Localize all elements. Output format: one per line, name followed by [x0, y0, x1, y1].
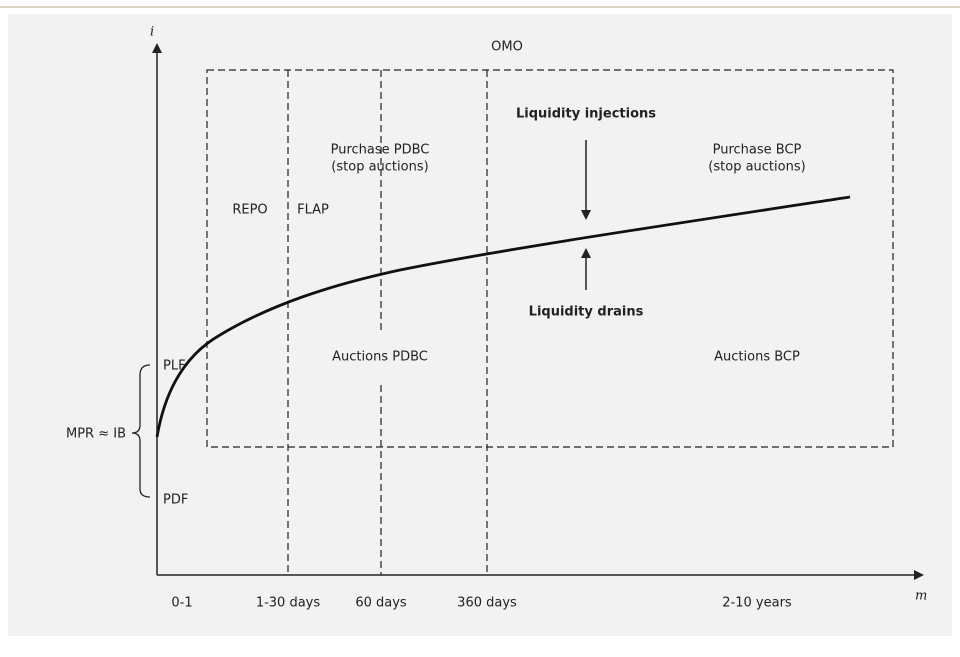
panel [8, 14, 952, 636]
region-label: REPO [232, 203, 267, 218]
corridor-label: PLF [163, 359, 186, 374]
region-label: FLAP [297, 203, 329, 218]
x-tick-label: 0-1 [171, 596, 192, 611]
x-tick-label: 60 days [355, 596, 407, 611]
omo-box [206, 69, 894, 448]
arrow-label: Liquidity drains [529, 305, 644, 320]
y-axis-label: i [150, 25, 154, 40]
region-label: (stop auctions) [708, 160, 805, 175]
yield-curve [155, 195, 851, 438]
region-label: (stop auctions) [331, 160, 428, 175]
arrow-label: Liquidity injections [516, 107, 656, 122]
region-label: Purchase PDBC [331, 143, 430, 158]
region-label: Auctions PDBC [332, 350, 428, 365]
corridor-label: MPR ≈ IB [66, 427, 126, 442]
x-axis-label: m [915, 589, 927, 604]
region-label: Auctions BCP [714, 350, 800, 365]
brace [131, 364, 151, 498]
x-tick-label: 360 days [457, 596, 517, 611]
region-label: OMO [491, 40, 523, 55]
region-label: Purchase BCP [713, 143, 802, 158]
x-tick-label: 1-30 days [256, 596, 321, 611]
x-tick-label: 2-10 years [722, 596, 792, 611]
corridor-label: PDF [163, 493, 188, 508]
